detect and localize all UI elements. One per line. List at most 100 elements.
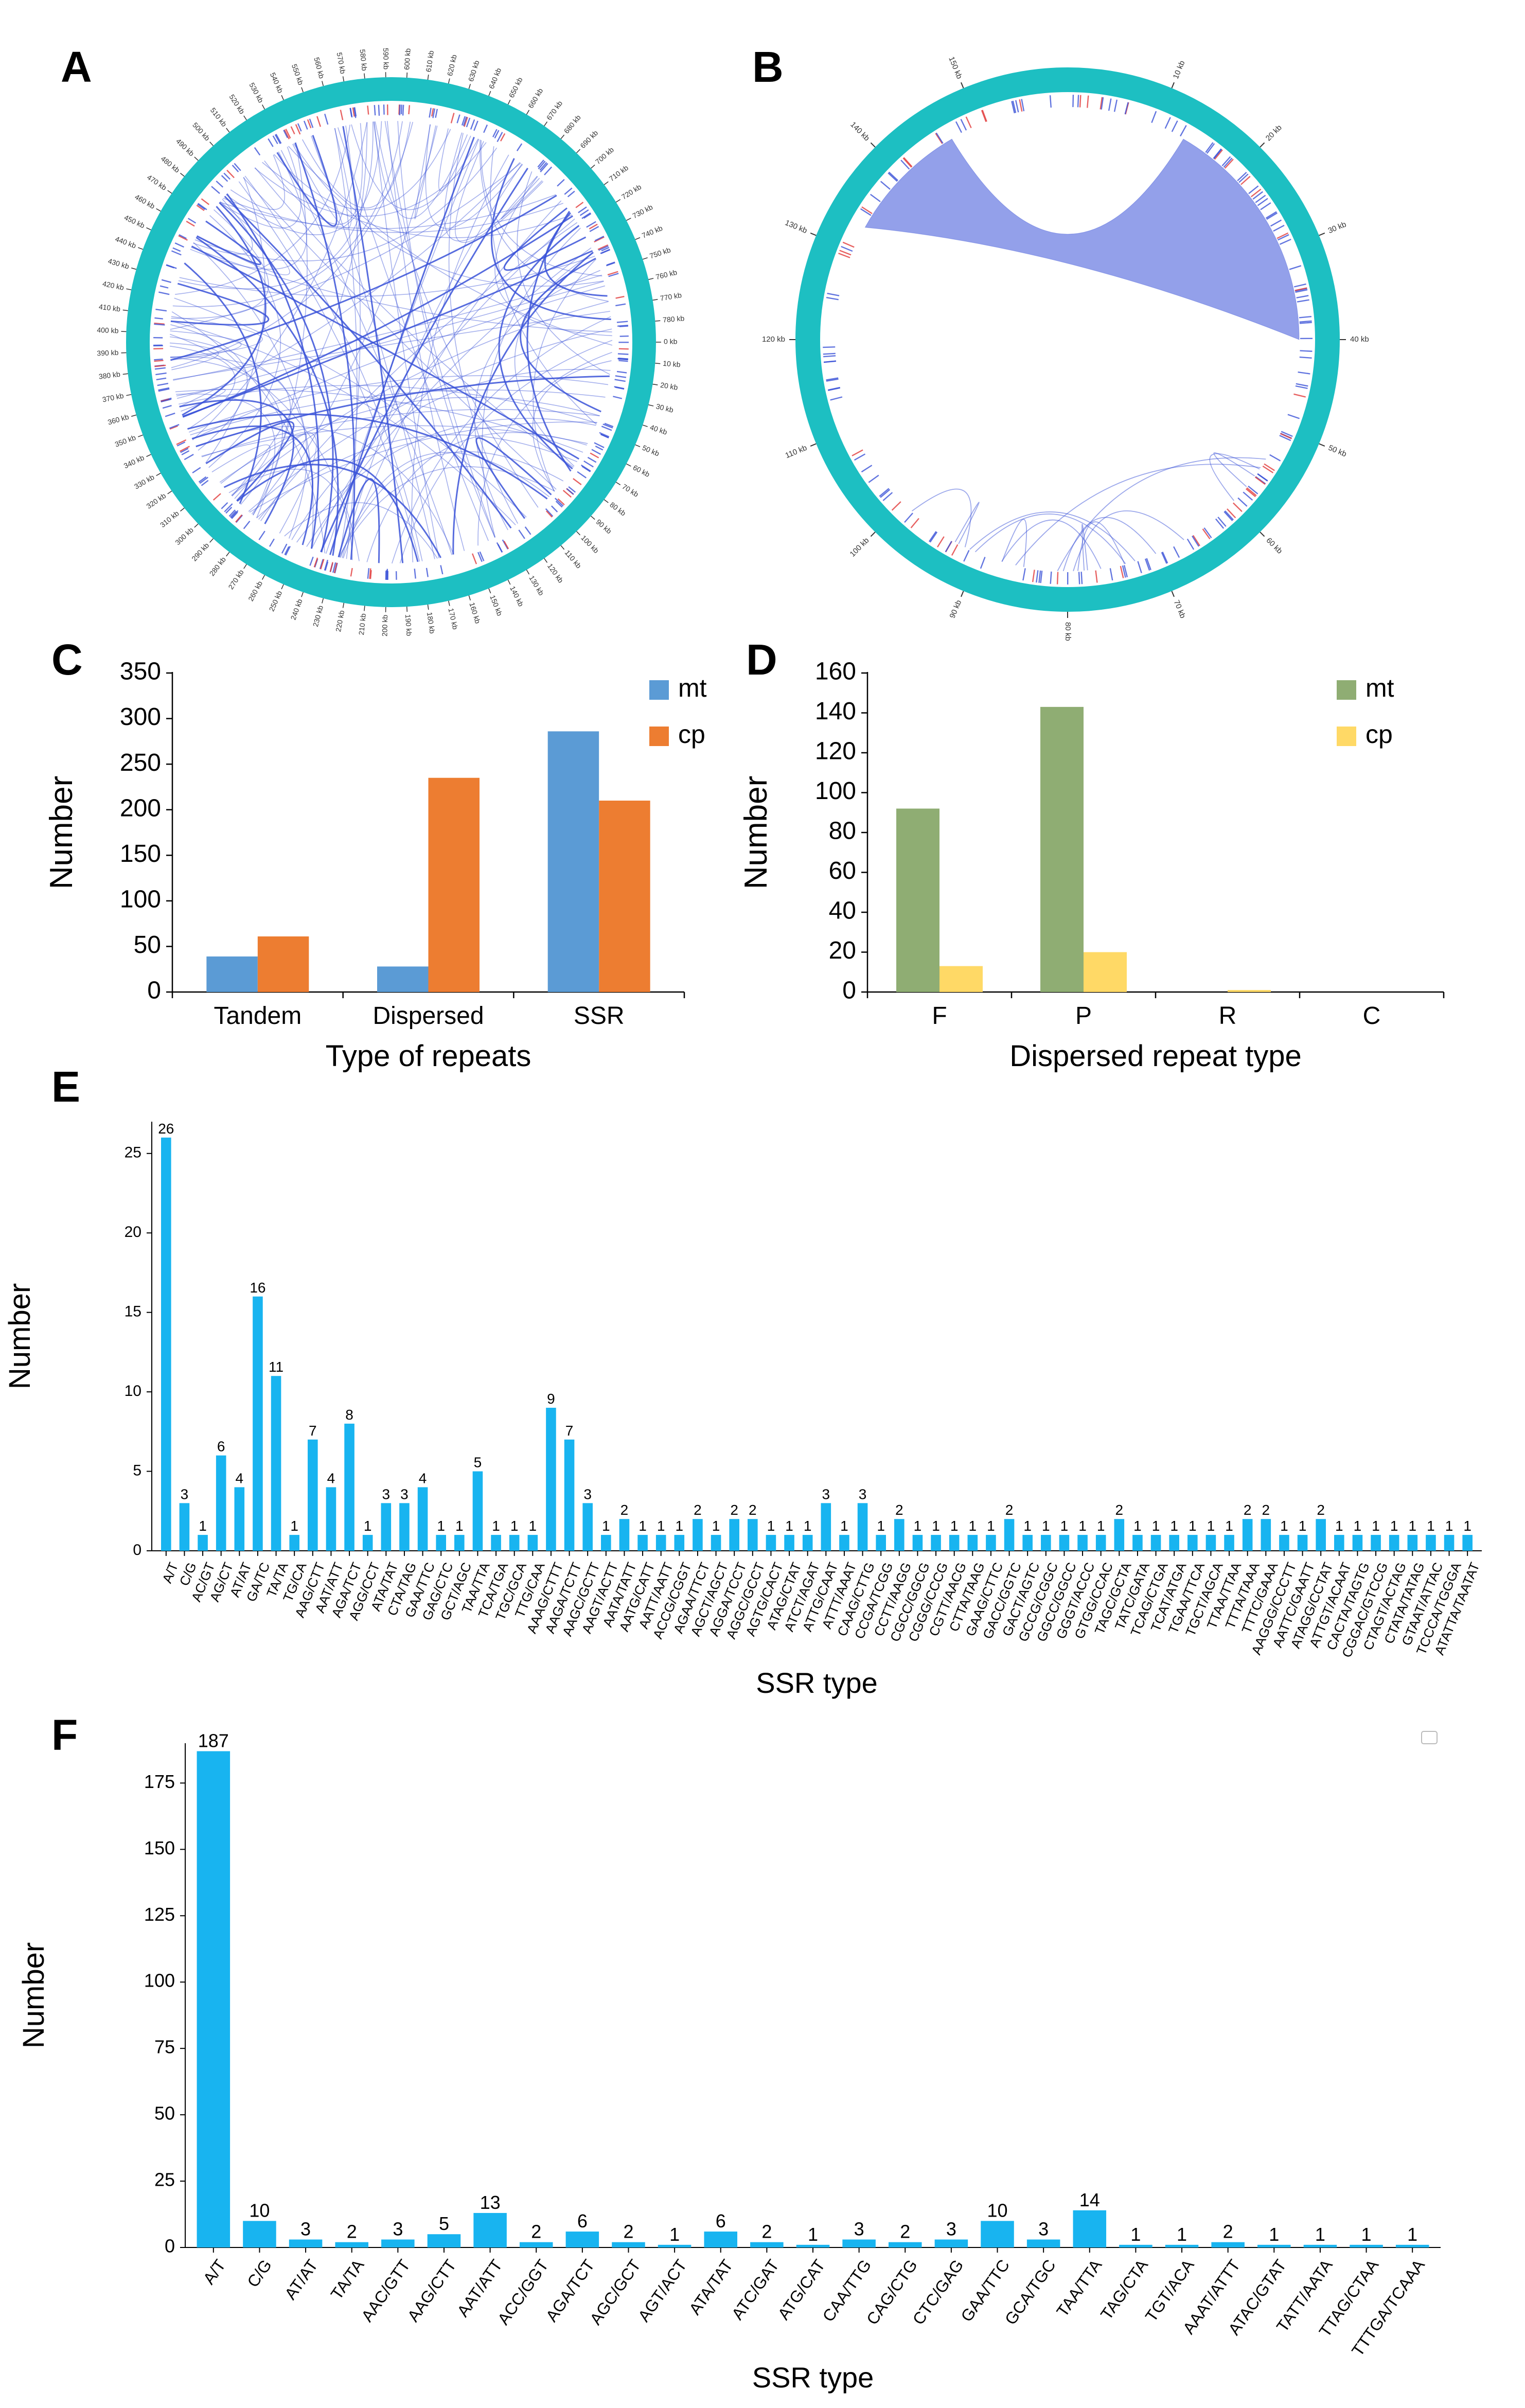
feature-tick [880, 181, 891, 190]
link [329, 136, 475, 555]
x-tick-label: AC/GT [188, 1560, 218, 1604]
feature-tick [329, 563, 333, 573]
scale-label: 240 kb [289, 598, 304, 621]
feature-tick [518, 529, 525, 539]
scale-label: 740 kb [641, 224, 664, 240]
link [231, 301, 609, 497]
link [170, 333, 360, 561]
scale-label: 630 kb [467, 59, 481, 82]
link [170, 316, 263, 358]
legend-label-cp: cp [678, 720, 705, 749]
bar [454, 1535, 465, 1551]
bar [1297, 1535, 1308, 1551]
x-tick-label: AAAT/ATTT [1179, 2256, 1244, 2338]
feature-tick [1022, 568, 1026, 581]
feature-tick [564, 187, 573, 195]
feature-tick [910, 518, 919, 528]
feature-tick [461, 116, 466, 126]
link [306, 247, 592, 547]
scale-tick [342, 76, 345, 82]
bar-value-label: 2 [1262, 1502, 1270, 1518]
bar [601, 1535, 611, 1551]
link [193, 242, 314, 549]
feature-tick [500, 133, 506, 141]
feature-tick [823, 360, 837, 363]
feature-tick [1206, 143, 1215, 154]
scale-tick [810, 443, 817, 447]
link [169, 342, 219, 370]
bar-value-label: 3 [300, 2219, 311, 2240]
link [503, 207, 587, 271]
link [338, 466, 555, 558]
bar-mt [896, 808, 939, 992]
scale-label: 270 kb [226, 568, 245, 591]
feature-tick [470, 119, 475, 130]
bar [802, 1535, 813, 1551]
scale-tick [126, 288, 132, 291]
link [911, 488, 972, 547]
scale-tick [167, 190, 172, 194]
feature-tick [562, 490, 572, 498]
link [175, 125, 350, 295]
feature-tick [826, 297, 839, 300]
feature-tick [1254, 476, 1266, 485]
link [1081, 523, 1088, 571]
inverted-repeat-ribbon [864, 138, 1300, 340]
y-tick-label: 50 [134, 931, 161, 959]
bar-value-label: 2 [347, 2221, 357, 2242]
bar-value-label: 14 [1079, 2189, 1100, 2210]
scale-label: 330 kb [133, 473, 156, 491]
bar-value-label: 3 [859, 1486, 867, 1502]
x-tick-label: AGA/TCT [328, 1560, 364, 1620]
x-tick-label: AAGA/TCTT [542, 1560, 584, 1636]
bar [912, 1535, 923, 1551]
bar-value-label: 6 [716, 2210, 726, 2232]
feature-tick [581, 466, 591, 472]
bar [637, 1535, 648, 1551]
scale-label: 230 kb [311, 605, 325, 628]
feature-tick [575, 202, 584, 208]
link [191, 426, 313, 545]
bar-value-label: 1 [1361, 2224, 1372, 2245]
feature-tick [367, 568, 370, 579]
feature-tick [197, 203, 206, 210]
scale-label: 10 kb [663, 359, 681, 369]
scale-label: 440 kb [114, 235, 137, 250]
link [1001, 519, 1027, 567]
bar [967, 1535, 978, 1551]
link [544, 212, 608, 297]
link [294, 142, 356, 560]
feature-tick [577, 471, 587, 479]
feature-tick [594, 236, 605, 243]
link [954, 502, 980, 544]
bar [417, 1487, 428, 1551]
feature-tick [473, 120, 478, 131]
link [248, 328, 612, 512]
x-tick-label: AGT/ACT [634, 2256, 690, 2325]
scale-tick [180, 172, 185, 177]
link [176, 393, 276, 516]
feature-tick [614, 386, 625, 389]
scale-tick [1319, 233, 1325, 236]
scale-tick [488, 91, 491, 96]
scale-label: 410 kb [98, 303, 121, 313]
feature-tick [540, 163, 548, 172]
bar-value-label: 2 [1115, 1502, 1124, 1518]
feature-tick [199, 476, 208, 484]
bar [1352, 1535, 1363, 1551]
x-tick-label: GGCC/GGCC [1034, 1560, 1079, 1644]
feature-tick [283, 129, 290, 139]
link [208, 215, 281, 468]
feature-tick [1056, 572, 1059, 585]
feature-tick [181, 450, 190, 455]
scale-label: 70 kb [620, 482, 640, 499]
link [343, 200, 562, 559]
panel-label-b: B [752, 43, 784, 91]
bar [253, 1296, 263, 1551]
feature-tick [1040, 571, 1043, 583]
bar [1022, 1535, 1033, 1551]
x-tick-label: TCA/TGA [475, 1560, 511, 1620]
feature-tick [1252, 191, 1264, 200]
feature-tick [176, 439, 187, 445]
